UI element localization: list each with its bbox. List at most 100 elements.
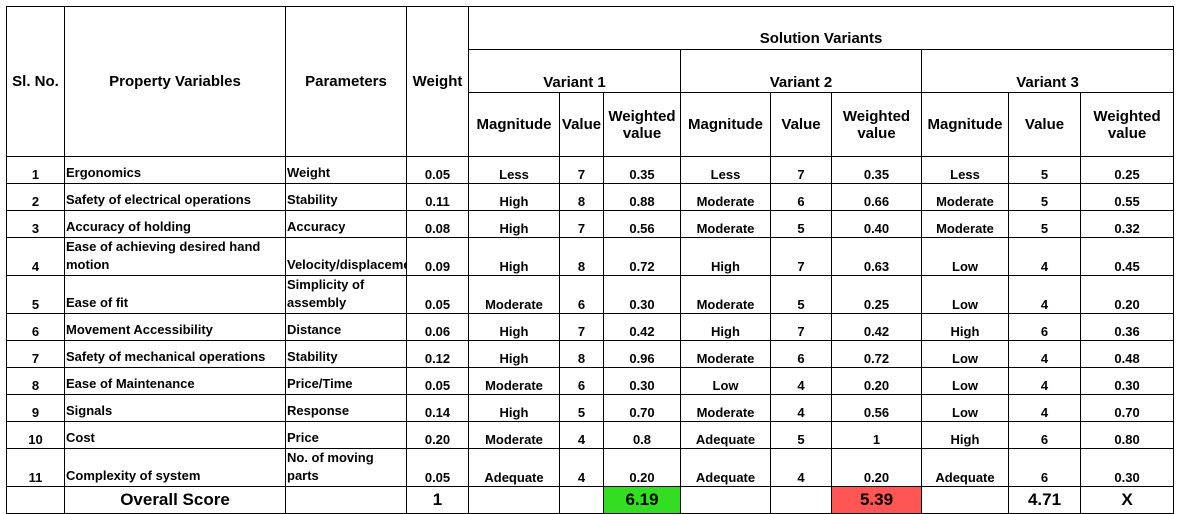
variant3-value-cell: 5 <box>1008 183 1081 211</box>
parameter-cell: Price <box>285 421 407 449</box>
property-cell: Movement Accessibility <box>64 313 286 341</box>
weight-cell: 0.08 <box>406 210 469 238</box>
variant2-weighted-cell: 0.63 <box>831 237 922 276</box>
variant2-value-cell: 4 <box>770 394 832 422</box>
variant2-overall-score: 5.39 <box>831 486 922 514</box>
footer-v2-value-empty <box>770 486 832 514</box>
variant3-value-cell: 5 <box>1008 210 1081 238</box>
variant1-magnitude-cell: High <box>468 313 560 341</box>
table-row: 1 Ergonomics Weight 0.05 Less 7 0.35 Less 7 0.35 L… <box>6 156 1175 184</box>
variant3-magnitude-cell: High <box>921 313 1009 341</box>
variant1-value-cell: 8 <box>559 237 604 276</box>
header-weight: Weight <box>406 6 469 157</box>
variant3-weighted-cell: 0.55 <box>1079 183 1175 211</box>
weight-cell: 0.05 <box>406 448 469 487</box>
variant1-weighted-cell: 0.42 <box>603 313 681 341</box>
header-property-variables: Property Variables <box>64 6 286 157</box>
variant1-value-cell: 4 <box>559 448 604 487</box>
property-cell: Ease of achieving desired hand motion <box>64 237 286 276</box>
variant2-value-cell: 7 <box>770 313 832 341</box>
variant3-weighted-cell: 0.25 <box>1079 156 1175 184</box>
variant3-value-cell: 4 <box>1008 275 1081 314</box>
variant1-value-cell: 5 <box>559 394 604 422</box>
table-row: 4 Ease of achieving desired hand motion Ve… <box>6 237 1175 276</box>
property-cell: Ease of Maintenance <box>64 367 286 395</box>
property-cell: Ergonomics <box>64 156 286 184</box>
variant1-value-cell: 4 <box>559 421 604 449</box>
variant3-weighted-cell: 0.30 <box>1079 448 1175 487</box>
weight-cell: 0.11 <box>406 183 469 211</box>
header-parameters: Parameters <box>285 6 407 157</box>
variant1-weighted-cell: 0.20 <box>603 448 681 487</box>
variant1-overall-score: 6.19 <box>603 486 681 514</box>
variant3-value-cell: 6 <box>1008 313 1081 341</box>
variant2-magnitude-cell: Moderate <box>680 210 771 238</box>
variant1-value-cell: 8 <box>559 340 604 368</box>
solution-variants-table: Sl. No. Property Variables Parameters We… <box>6 6 1175 514</box>
variant1-value-cell: 7 <box>559 156 604 184</box>
variant1-value-cell: 7 <box>559 313 604 341</box>
variant1-weighted-cell: 0.30 <box>603 367 681 395</box>
footer-v1-value-empty <box>559 486 604 514</box>
variant1-value-cell: 8 <box>559 183 604 211</box>
variant1-value-cell: 6 <box>559 275 604 314</box>
header-variant-1: Variant 1 <box>468 49 681 93</box>
header-value: Value <box>770 92 832 157</box>
variant2-value-cell: 4 <box>770 448 832 487</box>
property-cell: Safety of mechanical operations <box>64 340 286 368</box>
variant1-magnitude-cell: Moderate <box>468 367 560 395</box>
table-row: 6 Movement Accessibility Distance 0.06 High 7… <box>6 313 1175 341</box>
weight-cell: 0.05 <box>406 367 469 395</box>
footer-weight-total: 1 <box>406 486 469 514</box>
variant1-magnitude-cell: Adequate <box>468 448 560 487</box>
variant3-magnitude-cell: Moderate <box>921 183 1009 211</box>
variant2-weighted-cell: 0.20 <box>831 367 922 395</box>
variant2-weighted-cell: 0.56 <box>831 394 922 422</box>
variant1-weighted-cell: 0.70 <box>603 394 681 422</box>
variant3-value-cell: 4 <box>1008 367 1081 395</box>
table-row: 8 Ease of Maintenance Price/Time 0.05 Modera… <box>6 367 1175 395</box>
parameter-cell: No. of moving parts <box>285 448 407 487</box>
variant1-magnitude-cell: High <box>468 183 560 211</box>
table-row: 11 Complexity of system No. of moving part… <box>6 448 1175 487</box>
variant2-magnitude-cell: Moderate <box>680 183 771 211</box>
variant3-weighted-cell: 0.45 <box>1079 237 1175 276</box>
variant2-value-cell: 4 <box>770 367 832 395</box>
parameter-cell: Distance <box>285 313 407 341</box>
variant1-weighted-cell: 0.96 <box>603 340 681 368</box>
footer-v1-magnitude-empty <box>468 486 560 514</box>
variant2-weighted-cell: 1 <box>831 421 922 449</box>
variant3-value-cell: 4 <box>1008 394 1081 422</box>
parameter-cell: Velocity/displacement <box>285 237 407 276</box>
sl-no-cell: 6 <box>6 313 65 341</box>
header-solution-variants: Solution Variants <box>467 6 1175 50</box>
variant3-magnitude-cell: Low <box>921 237 1009 276</box>
variant3-magnitude-cell: Moderate <box>921 210 1009 238</box>
variant2-value-cell: 7 <box>770 237 832 276</box>
table-row: 9 Signals Response 0.14 High 5 0.70 Moderate 4 0.… <box>6 394 1175 422</box>
variant3-value-cell: 4 <box>1008 340 1081 368</box>
variant3-weighted-cell: 0.30 <box>1079 367 1175 395</box>
variant1-magnitude-cell: Moderate <box>468 421 560 449</box>
variant2-magnitude-cell: High <box>680 313 771 341</box>
variant1-magnitude-cell: High <box>468 340 560 368</box>
sl-no-cell: 7 <box>6 340 65 368</box>
variant1-magnitude-cell: Moderate <box>468 275 560 314</box>
footer-sl-empty <box>6 486 65 514</box>
parameter-cell: Stability <box>285 340 407 368</box>
sl-no-cell: 9 <box>6 394 65 422</box>
variant3-value-cell: 5 <box>1008 156 1081 184</box>
variant3-weighted-cell: 0.70 <box>1079 394 1175 422</box>
variant2-value-cell: 7 <box>770 156 832 184</box>
property-cell: Safety of electrical operations <box>64 183 286 211</box>
property-cell: Signals <box>64 394 286 422</box>
table-row: 3 Accuracy of holding Accuracy 0.08 High 7 0.5… <box>6 210 1175 238</box>
parameter-cell: Weight <box>285 156 407 184</box>
variant3-magnitude-cell: Low <box>921 367 1009 395</box>
parameter-cell: Response <box>285 394 407 422</box>
sl-no-cell: 11 <box>6 448 65 487</box>
weight-cell: 0.06 <box>406 313 469 341</box>
variant2-weighted-cell: 0.72 <box>831 340 922 368</box>
variant3-weighted-cell: 0.32 <box>1079 210 1175 238</box>
variant2-weighted-cell: 0.25 <box>831 275 922 314</box>
